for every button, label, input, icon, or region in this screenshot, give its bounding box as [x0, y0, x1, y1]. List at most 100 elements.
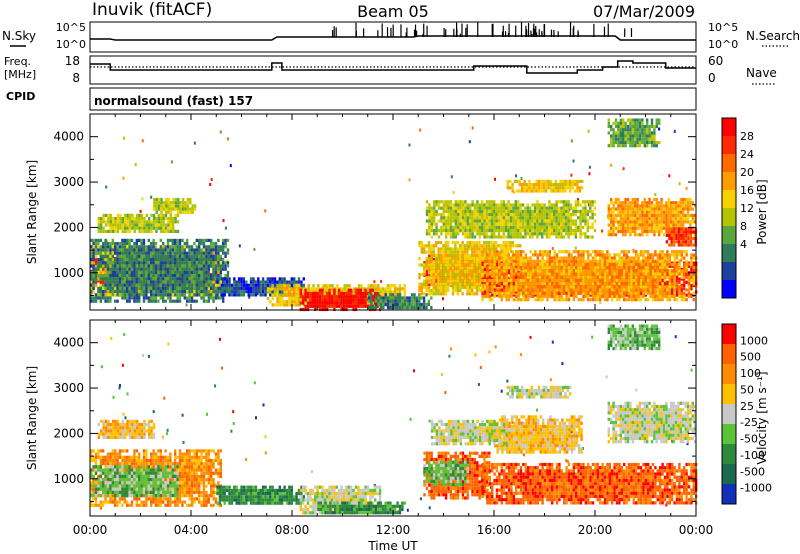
- power-cell: [121, 270, 124, 274]
- power-cell: [252, 283, 255, 287]
- power-cell: [128, 286, 131, 290]
- power-cell: [205, 254, 208, 258]
- power-cell: [198, 251, 201, 255]
- power-cell: [152, 264, 155, 268]
- power-cell: [420, 282, 423, 286]
- power-cell: [372, 290, 375, 294]
- power-cell: [94, 267, 98, 271]
- power-cell: [179, 210, 182, 214]
- power-cell: [354, 301, 358, 305]
- power-cell: [430, 273, 433, 277]
- power-cell: [130, 283, 134, 287]
- power-cell: [178, 274, 182, 278]
- power-cell: [222, 258, 225, 262]
- power-cell: [181, 248, 184, 252]
- power-cell: [164, 293, 167, 297]
- power-cell: [164, 245, 167, 249]
- power-cell: [371, 295, 374, 299]
- power-cell: [109, 226, 112, 230]
- power-cell: [171, 283, 174, 287]
- power-cell: [463, 266, 467, 270]
- power-cell: [449, 276, 452, 280]
- power-cell: [217, 251, 220, 255]
- power-cell: [207, 277, 210, 281]
- power-cell: [425, 279, 428, 283]
- power-cell: [181, 207, 185, 211]
- power-cell: [459, 279, 462, 283]
- power-cell: [266, 277, 269, 281]
- power-cell: [281, 287, 284, 291]
- power-cell: [97, 220, 100, 224]
- power-cell: [386, 302, 390, 306]
- power-cell: [461, 241, 464, 245]
- power-cell: [295, 296, 298, 301]
- power-cell: [384, 287, 387, 291]
- power-cell: [186, 264, 189, 268]
- power-cell: [475, 266, 479, 270]
- power-cell: [425, 266, 428, 270]
- power-cell: [162, 220, 165, 224]
- power-cell: [273, 280, 277, 284]
- freq-left-tick-top: 18: [65, 54, 80, 68]
- power-cell: [202, 293, 206, 297]
- power-cell: [468, 247, 471, 251]
- power-cell: [147, 251, 150, 255]
- power-cell: [490, 247, 493, 251]
- freq-line: [90, 60, 696, 74]
- power-cell: [495, 247, 498, 251]
- power-cell: [126, 217, 129, 221]
- power-cell: [126, 274, 129, 278]
- power-cell: [391, 299, 395, 303]
- power-cell: [396, 302, 399, 306]
- power-cell: [150, 286, 153, 290]
- cpid-strip: CPID normalsound (fast) 157: [6, 87, 697, 111]
- power-cell: [176, 213, 180, 217]
- power-cell: [178, 286, 182, 290]
- power-cell: [222, 245, 225, 249]
- power-cell: [306, 295, 310, 299]
- power-cell: [119, 223, 122, 227]
- power-cell: [435, 280, 438, 284]
- power-cell: [198, 248, 201, 252]
- power-cell: [183, 261, 186, 265]
- power-cell: [432, 247, 435, 251]
- power-cell: [121, 267, 124, 271]
- power-cell: [471, 273, 474, 277]
- power-cell: [439, 241, 443, 245]
- power-cell: [114, 251, 117, 255]
- power-cell: [377, 284, 380, 288]
- power-cell: [152, 277, 155, 281]
- power-cell: [133, 245, 136, 249]
- power-cell: [138, 258, 141, 262]
- power-cell: [281, 290, 284, 294]
- power-cell: [116, 277, 119, 281]
- power-cell: [408, 299, 411, 303]
- power-cell: [468, 269, 471, 273]
- power-cell: [475, 250, 479, 254]
- power-cell: [406, 306, 409, 310]
- power-cell: [166, 277, 170, 281]
- power-cell: [459, 282, 462, 286]
- power-cell: [164, 274, 167, 278]
- power-cell: [162, 290, 165, 294]
- power-cell: [123, 245, 126, 249]
- power-cell: [468, 253, 471, 257]
- power-cell: [427, 260, 431, 264]
- power-speckle: [654, 193, 657, 196]
- power-cell: [487, 241, 491, 245]
- power-cell: [430, 266, 433, 270]
- power-cell: [200, 290, 203, 294]
- power-cell: [439, 289, 443, 293]
- power-cell: [468, 266, 471, 270]
- power-cell: [174, 220, 177, 224]
- power-cell: [121, 242, 124, 246]
- power-cell: [362, 301, 365, 305]
- power-cell: [123, 293, 126, 297]
- power-cell: [342, 295, 346, 299]
- power-cell: [97, 248, 100, 252]
- power-cell: [372, 300, 375, 304]
- power-cell: [165, 210, 168, 214]
- power-cell: [295, 303, 298, 307]
- power-cell: [504, 244, 507, 248]
- power-cell: [502, 257, 505, 261]
